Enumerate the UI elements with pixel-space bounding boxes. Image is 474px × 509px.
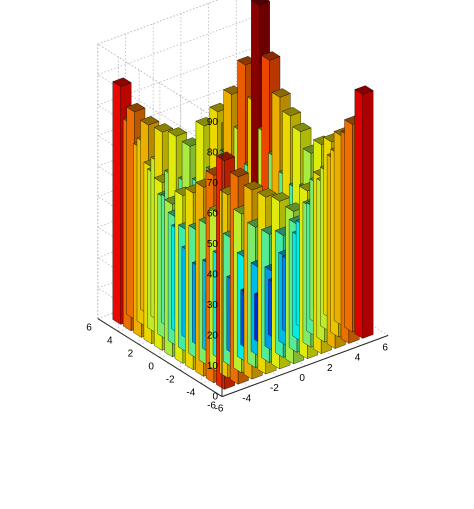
- y-axis-line: [97, 318, 223, 398]
- x-tick-label: 0: [299, 373, 305, 384]
- bar-face-top: [154, 123, 174, 133]
- bar-face-top: [126, 102, 146, 113]
- z-tick-label: 50: [207, 239, 219, 250]
- bars-layer: [112, 0, 374, 390]
- bar-face-top: [292, 122, 312, 132]
- y-tick-label: 0: [148, 362, 154, 373]
- z-tick-label: 80: [207, 148, 219, 159]
- y-tick-label: -2: [166, 375, 175, 386]
- y-tick-label: 2: [128, 349, 134, 360]
- y-tick-label: 6: [86, 323, 92, 334]
- z-tick-label: 60: [207, 209, 219, 220]
- bar-face-top: [354, 85, 374, 95]
- bar-face-top: [271, 192, 291, 202]
- z-tick-label: 90: [207, 117, 219, 128]
- grid-line: [97, 13, 265, 75]
- bar-face-top: [215, 151, 236, 161]
- z-tick-label: 70: [207, 178, 219, 189]
- bar-face-top: [257, 188, 277, 198]
- bar-face-side: [112, 81, 121, 325]
- x-tick-label: -6: [215, 404, 224, 415]
- x-tick-label: 4: [355, 353, 361, 364]
- x-tick-label: 2: [327, 363, 333, 374]
- bar-face-top: [140, 116, 160, 126]
- z-tick-label: 30: [207, 300, 219, 311]
- bar-face-side: [344, 119, 353, 333]
- bar-face-top: [282, 107, 302, 117]
- bar: [354, 85, 374, 339]
- z-tick-label: 0: [212, 392, 218, 403]
- bar-face-top: [112, 77, 132, 87]
- bar-face-top: [167, 127, 187, 137]
- y-tick-label: -6: [207, 401, 216, 412]
- y-tick-label: 4: [107, 336, 113, 347]
- bar-face-top: [250, 0, 271, 6]
- grid-line: [97, 0, 219, 45]
- bar-face-top: [271, 88, 291, 98]
- x-tick-label: -2: [270, 383, 279, 394]
- x-tick-label: -4: [242, 393, 251, 404]
- bar-face-top: [243, 181, 263, 191]
- bar-face-side: [354, 89, 363, 339]
- z-tick-label: 20: [207, 331, 219, 342]
- z-tick-label: 10: [207, 361, 219, 372]
- bar-face-side: [333, 131, 343, 326]
- x-tick-label: 6: [382, 342, 388, 353]
- box-edge: [97, 0, 219, 45]
- axes-layer: 0 10 20 30 40 50 60 70 80 90 -6 -4 -2 0 2 4 6 -6 -4 -2 0 2 4 6: [86, 117, 388, 415]
- x-axis-line: [221, 334, 389, 398]
- bar-face-top: [261, 51, 281, 61]
- bar-face-top: [229, 167, 249, 178]
- bar-face-front: [362, 90, 374, 339]
- z-tick-label: 40: [207, 270, 219, 281]
- y-tick-label: -4: [186, 388, 195, 399]
